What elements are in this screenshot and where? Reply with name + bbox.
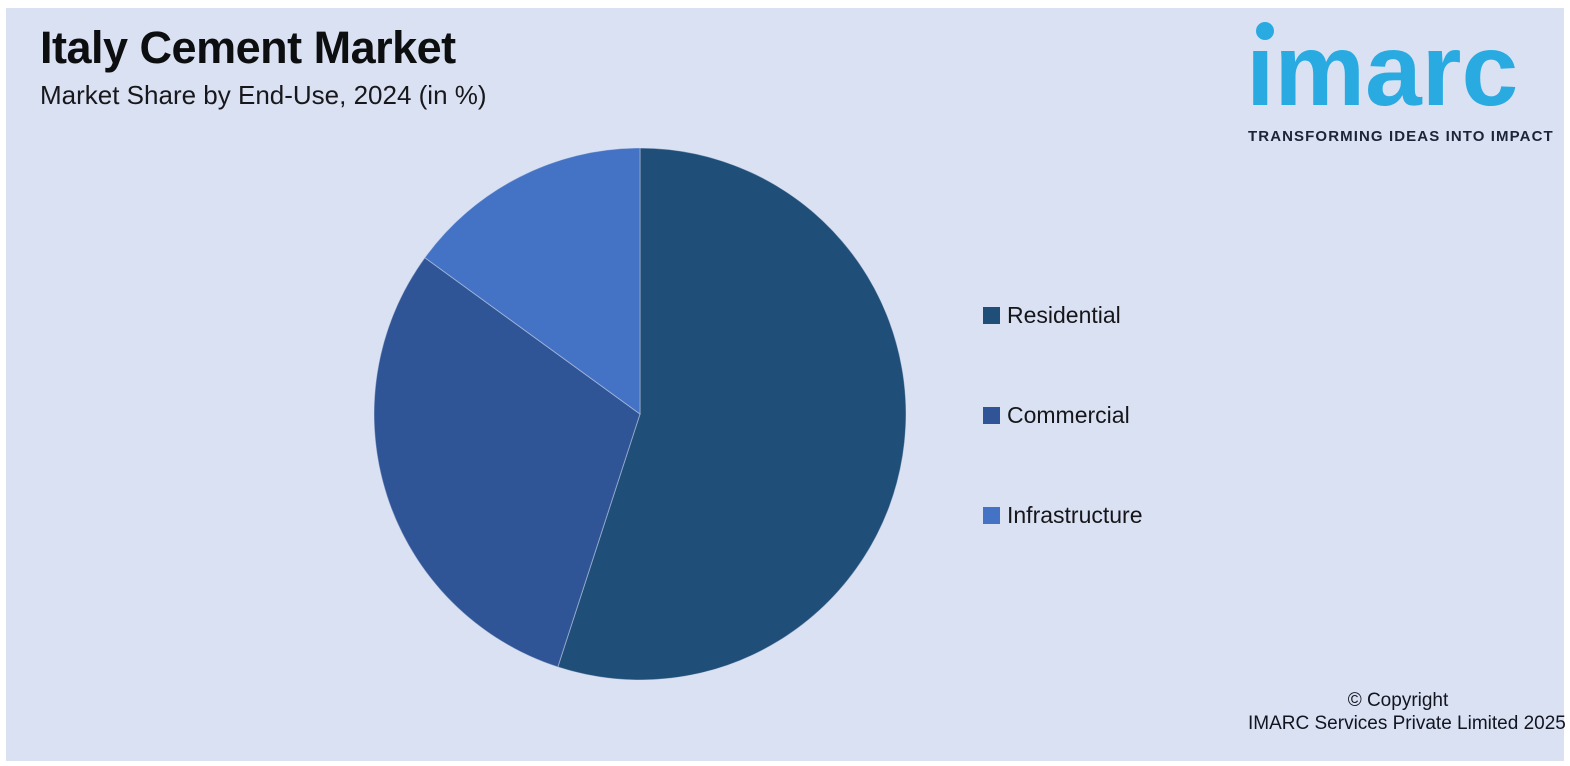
pie-slice-residential: [557, 147, 907, 681]
legend-item-infrastructure: Infrastructure: [983, 501, 1143, 528]
page-canvas: Italy Cement Market Market Share by End-…: [6, 8, 1566, 761]
imarc-wordmark: ımarc: [1246, 13, 1519, 127]
copyright-notice: © Copyright IMARC Services Private Limit…: [1248, 689, 1566, 735]
copyright-line1: © Copyright: [1347, 690, 1449, 711]
imarc-tagline: TRANSFORMING IDEAS INTO IMPACT: [1248, 128, 1554, 145]
legend-label-infrastructure: Infrastructure: [1007, 501, 1143, 528]
legend-swatch-commercial-icon: [983, 406, 1000, 424]
pie-chart-container: [373, 147, 907, 681]
pie-slice-commercial: [373, 256, 641, 668]
legend-label-commercial: Commercial: [1007, 401, 1130, 428]
chart-subtitle: Market Share by End-Use, 2024 (in %): [40, 80, 487, 110]
legend-swatch-infrastructure-icon: [983, 506, 1000, 524]
pie-slice-infrastructure: [424, 147, 641, 415]
imarc-logo-dot-icon: [1256, 22, 1274, 40]
imarc-logo: ımarc TRANSFORMING IDEAS INTO IMPACT: [1246, 13, 1554, 156]
legend-label-residential: Residential: [1007, 301, 1121, 328]
legend-item-residential: Residential: [983, 301, 1121, 328]
legend-item-commercial: Commercial: [983, 401, 1130, 428]
pie-chart: [373, 147, 907, 681]
chart-title: Italy Cement Market: [40, 22, 456, 73]
legend-swatch-residential-icon: [983, 306, 1000, 324]
copyright-line2: IMARC Services Private Limited 2025: [1248, 713, 1566, 734]
